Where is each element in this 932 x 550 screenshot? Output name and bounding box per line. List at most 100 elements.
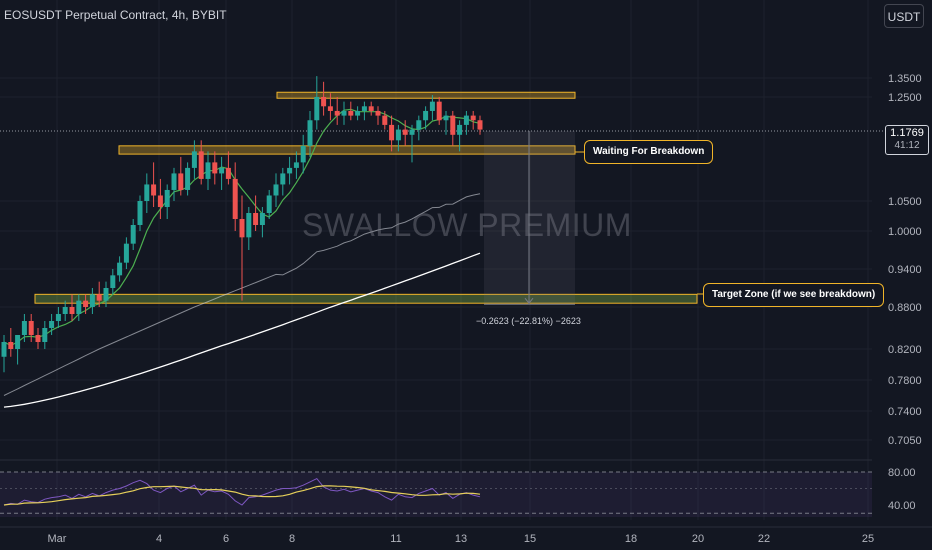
price-tick-label: 0.7050 — [888, 435, 922, 447]
time-tick-label: 22 — [758, 533, 770, 545]
candle — [42, 321, 48, 349]
candle-body — [42, 328, 48, 342]
candle-body — [35, 335, 41, 342]
candle-body — [232, 178, 238, 219]
candle-body — [219, 167, 225, 174]
candle — [137, 195, 143, 231]
target-callout[interactable]: Target Zone (if we see breakdown) — [703, 283, 885, 307]
candle-body — [402, 129, 408, 135]
candle — [157, 178, 163, 219]
candle-body — [477, 120, 483, 130]
candle — [151, 162, 157, 207]
zone-resistance — [276, 91, 576, 99]
candle — [123, 237, 129, 269]
candle-body — [314, 97, 320, 121]
zone-waiting-for-breakdown — [118, 145, 576, 155]
candle-body — [55, 314, 61, 321]
candle-body — [246, 213, 252, 238]
candle-body — [205, 162, 211, 179]
candle — [232, 162, 238, 231]
time-tick-label: 20 — [692, 533, 704, 545]
candle — [15, 335, 21, 365]
candle — [293, 151, 299, 179]
candle — [28, 314, 34, 342]
candle-body — [21, 321, 27, 335]
candle — [8, 328, 14, 357]
candle-body — [110, 275, 116, 288]
candle-body — [409, 129, 415, 135]
candle-body — [355, 110, 361, 116]
rsi-ma-line — [3, 485, 481, 506]
candle-body — [395, 129, 401, 141]
candle — [110, 269, 116, 295]
measure-arrowhead — [524, 297, 534, 305]
candle — [382, 110, 388, 130]
candle — [178, 156, 184, 196]
chart-title: EOSUSDT Perpetual Contract, 4h, BYBIT — [4, 8, 227, 22]
price-tick-label: 0.7400 — [888, 406, 922, 418]
candle-body — [130, 225, 136, 244]
time-tick-label: 11 — [390, 533, 401, 545]
waiting-callout[interactable]: Waiting For Breakdown — [584, 140, 714, 164]
candle — [334, 97, 340, 125]
price-tick-label: 0.8800 — [888, 302, 922, 314]
candle — [205, 151, 211, 190]
candle-body — [259, 213, 265, 225]
candle-body — [457, 124, 463, 135]
candle — [409, 124, 415, 163]
currency-button[interactable]: USDT — [884, 4, 924, 28]
time-tick-label: 18 — [625, 533, 637, 545]
rsi-tick-label: 80.00 — [888, 467, 916, 479]
price-tick-label: 0.9400 — [888, 264, 922, 276]
candle-body — [225, 167, 231, 179]
bar-countdown: 41:12 — [894, 140, 920, 151]
candle-body — [171, 173, 177, 190]
last-price-value: 1.1769 — [890, 127, 924, 139]
candle — [395, 124, 401, 152]
candle — [185, 162, 191, 196]
candle-body — [382, 115, 388, 125]
candle — [423, 106, 429, 130]
price-tick-label: 1.0500 — [888, 196, 922, 208]
candle-body — [8, 342, 14, 349]
candle-body — [151, 184, 157, 196]
candle-body — [361, 106, 367, 111]
candle — [470, 110, 476, 130]
candle-body — [178, 173, 184, 190]
candle — [348, 101, 354, 121]
candle-body — [334, 110, 340, 116]
candle-body — [280, 173, 286, 185]
chart-grid — [0, 0, 884, 520]
candle — [327, 93, 333, 121]
candle-body — [416, 120, 422, 130]
price-tick-label: 0.8200 — [888, 344, 922, 356]
candle-body — [287, 167, 293, 174]
candle-body — [191, 151, 197, 168]
candle-body — [144, 184, 150, 201]
candle — [225, 151, 231, 185]
candle-body — [368, 106, 374, 111]
candle-body — [341, 110, 347, 116]
time-tick-label: 25 — [862, 533, 874, 545]
candle — [212, 151, 218, 185]
candle — [361, 101, 367, 121]
time-tick-label: 6 — [223, 533, 229, 545]
time-tick-label: Mar — [48, 533, 67, 545]
measure-label: −0.2623 (−22.81%) −2623 — [476, 316, 581, 326]
candle-body — [470, 115, 476, 121]
candle — [307, 110, 313, 157]
candle — [314, 76, 320, 130]
candle — [368, 101, 374, 116]
candle-body — [89, 294, 95, 307]
time-tick-label: 15 — [524, 533, 536, 545]
candle-body — [28, 321, 34, 335]
candle-body — [463, 115, 469, 125]
candle-body — [96, 294, 102, 301]
candle — [55, 307, 61, 328]
time-axis: Mar 4 6 8 11 13 15 18 20 22 25 — [0, 526, 932, 545]
candle — [436, 97, 442, 125]
candle — [300, 134, 306, 174]
candle — [164, 184, 170, 219]
candle-body — [429, 101, 435, 111]
